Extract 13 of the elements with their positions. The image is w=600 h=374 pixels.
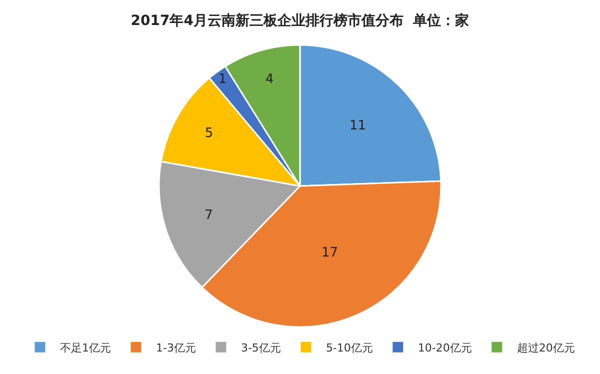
- legend-label: 超过20亿元: [516, 341, 575, 354]
- legend-label: 3-5亿元: [240, 341, 281, 354]
- data-label: 4: [265, 72, 274, 88]
- data-label: 1: [218, 72, 227, 87]
- legend-label: 10-20亿元: [418, 341, 472, 354]
- data-label: 5: [204, 126, 214, 141]
- data-label: 7: [204, 208, 213, 224]
- legend-label: 5-10亿元: [326, 341, 373, 354]
- legend-label: 1-3亿元: [156, 341, 196, 354]
- data-label: 11: [350, 118, 366, 134]
- data-label: 17: [321, 245, 338, 260]
- legend-label: 不足1亿元: [60, 341, 111, 354]
- chart-title: 2017年4月云南新三板企业排行榜市值分布 单位：家: [130, 12, 470, 29]
